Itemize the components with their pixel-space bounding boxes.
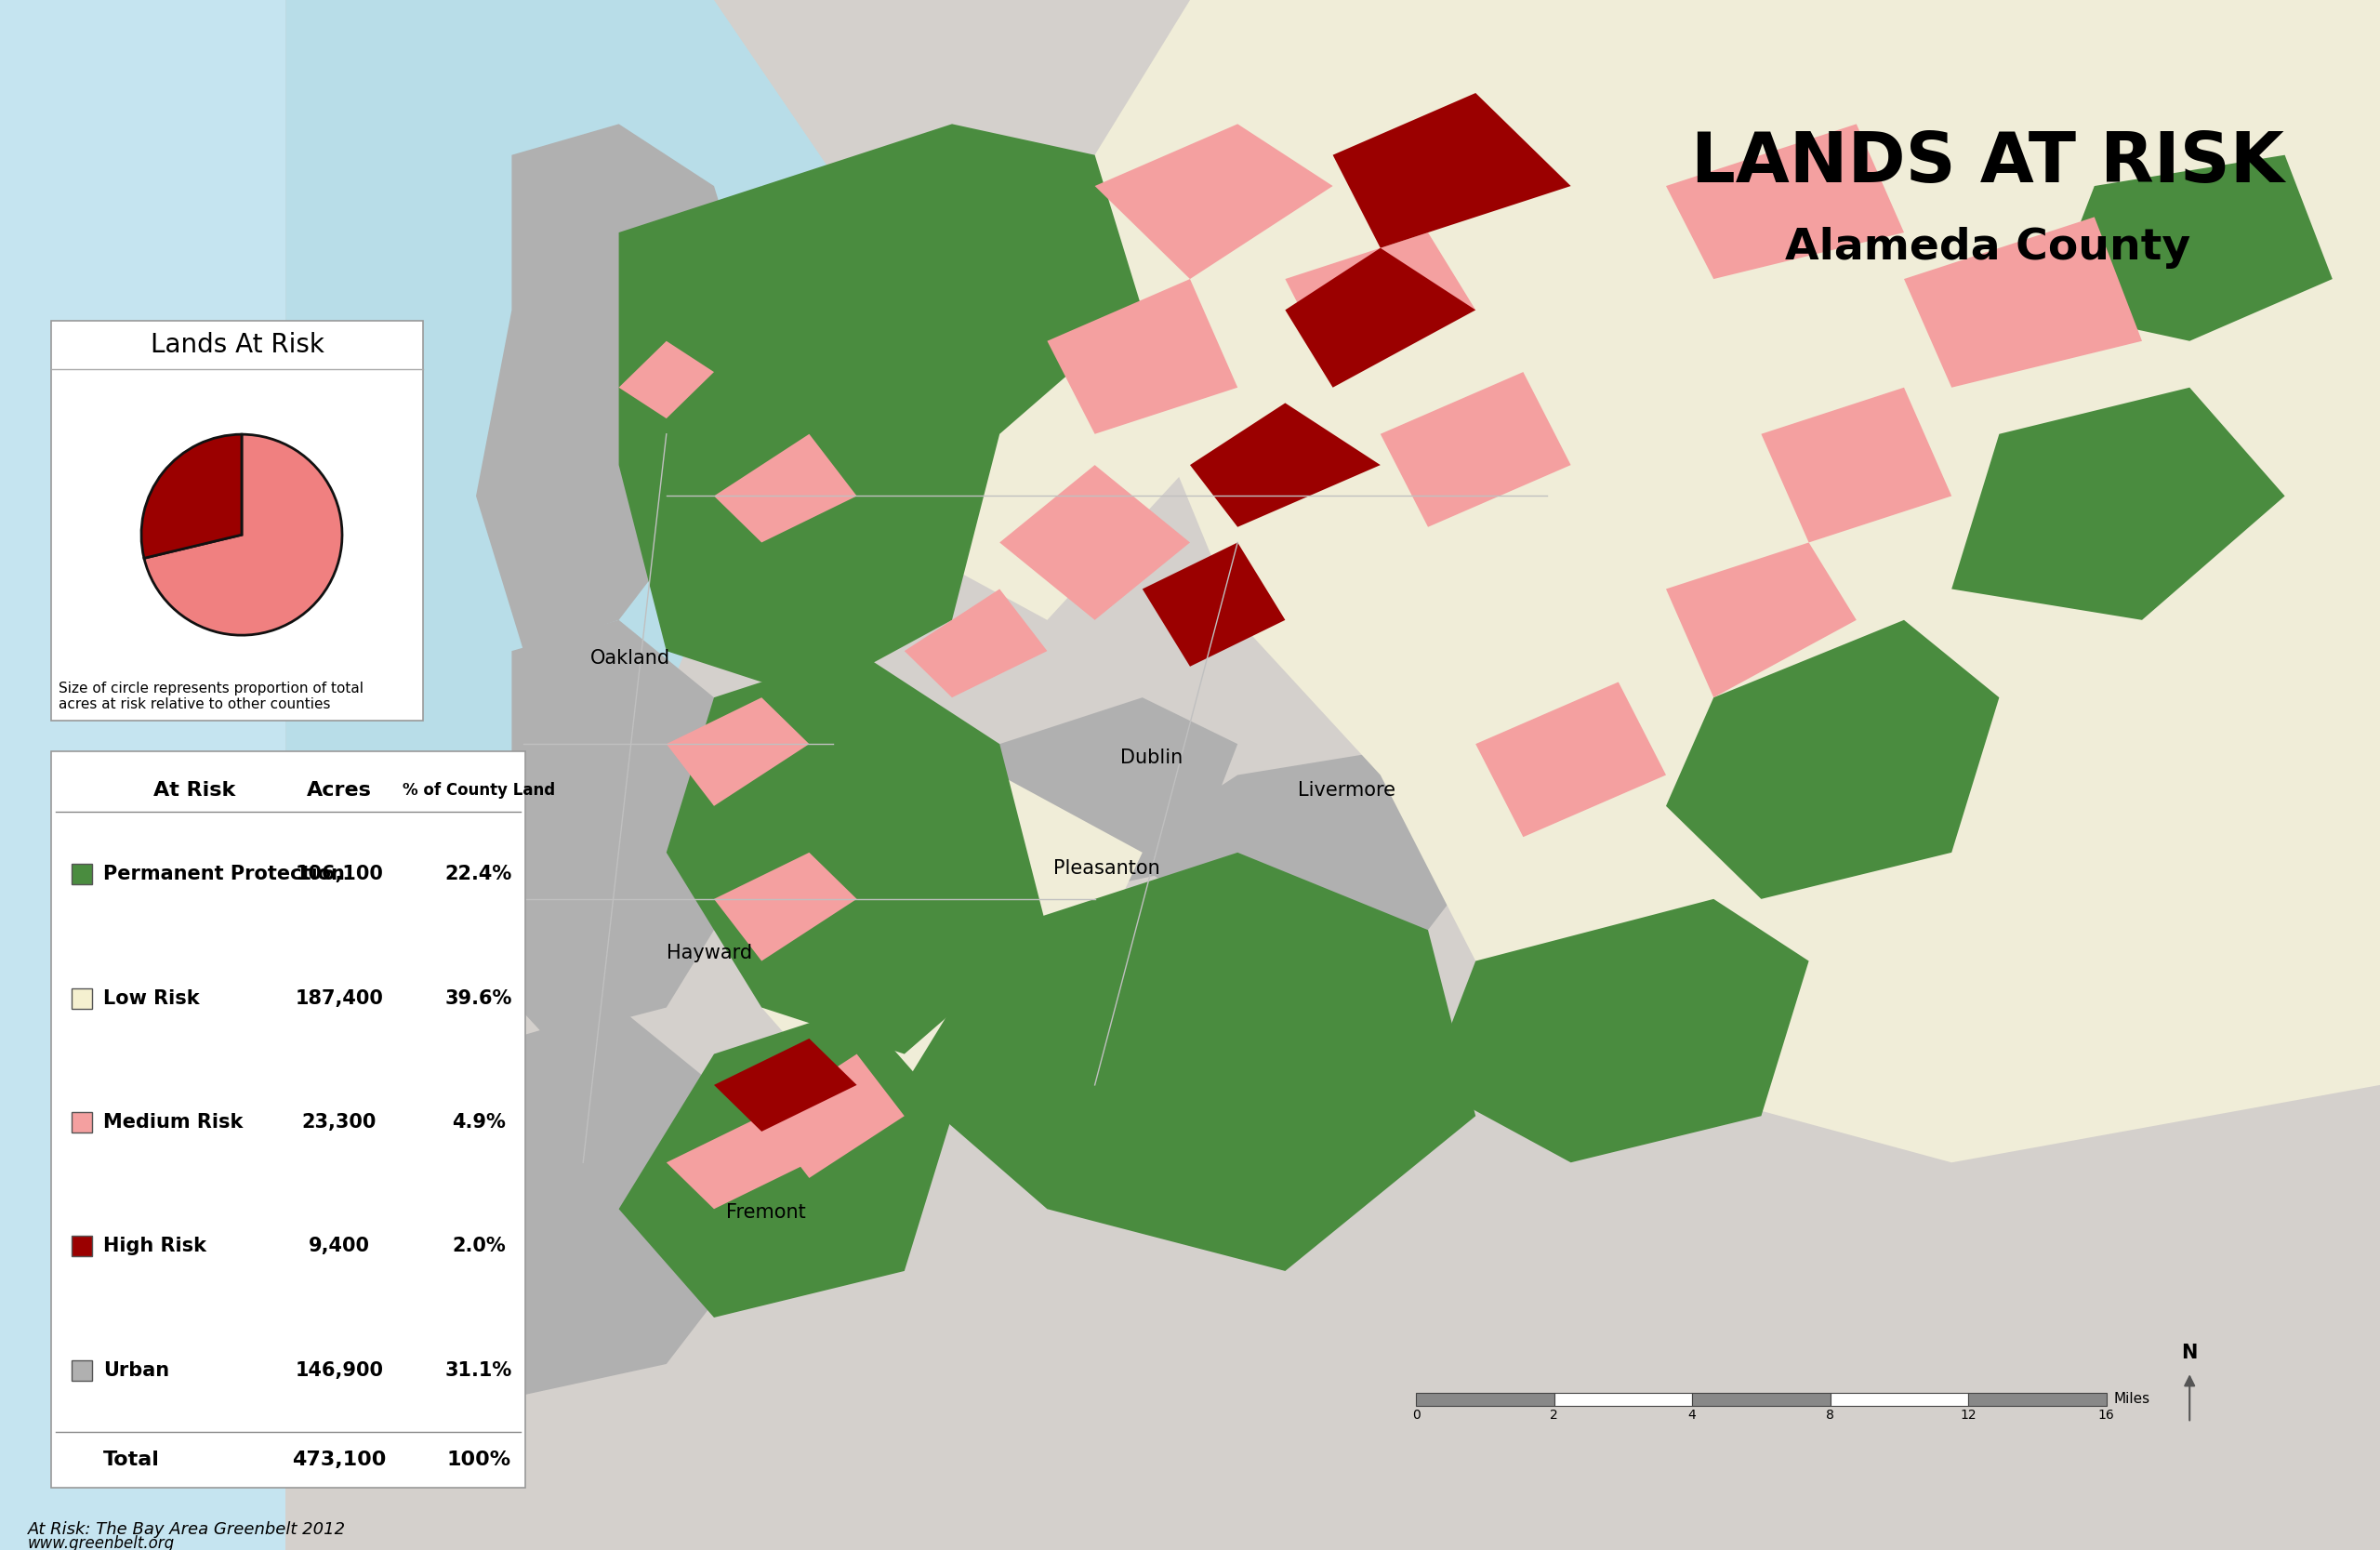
Polygon shape <box>1047 279 1238 434</box>
Polygon shape <box>452 1008 762 1395</box>
Wedge shape <box>145 434 343 636</box>
Text: High Risk: High Risk <box>102 1237 207 1256</box>
Polygon shape <box>286 0 904 1395</box>
Text: Total: Total <box>102 1451 159 1469</box>
Polygon shape <box>1666 542 1856 698</box>
Text: Permanent Protection: Permanent Protection <box>102 865 345 883</box>
Polygon shape <box>1904 217 2142 388</box>
Polygon shape <box>714 852 857 961</box>
Polygon shape <box>286 0 2380 1550</box>
Bar <box>71 863 93 885</box>
Polygon shape <box>1000 465 1190 620</box>
Polygon shape <box>714 1038 857 1132</box>
Text: Low Risk: Low Risk <box>102 989 200 1008</box>
FancyBboxPatch shape <box>50 321 424 721</box>
Text: 8: 8 <box>1825 1409 1835 1421</box>
Polygon shape <box>1428 899 1809 1162</box>
Text: 9,400: 9,400 <box>309 1237 369 1256</box>
Polygon shape <box>666 698 809 806</box>
Text: 2: 2 <box>1549 1409 1559 1421</box>
FancyBboxPatch shape <box>50 752 526 1488</box>
Polygon shape <box>1190 403 1380 527</box>
Polygon shape <box>1285 232 1476 372</box>
Polygon shape <box>1095 124 1333 279</box>
Polygon shape <box>714 434 857 542</box>
Text: 473,100: 473,100 <box>293 1451 386 1469</box>
Polygon shape <box>904 852 1476 1271</box>
Polygon shape <box>666 1116 809 1209</box>
Bar <box>71 987 93 1009</box>
Text: 2.0%: 2.0% <box>452 1237 505 1256</box>
Polygon shape <box>762 124 1142 434</box>
Polygon shape <box>1285 248 1476 388</box>
Text: 31.1%: 31.1% <box>445 1361 512 1380</box>
Text: 12: 12 <box>1961 1409 1975 1421</box>
Polygon shape <box>1142 542 1285 666</box>
Text: 106,100: 106,100 <box>295 865 383 883</box>
Polygon shape <box>476 620 762 1038</box>
Bar <box>1692 1393 1830 1406</box>
Bar <box>71 1235 93 1257</box>
Text: Urban: Urban <box>102 1361 169 1380</box>
Text: At Risk: The Bay Area Greenbelt 2012: At Risk: The Bay Area Greenbelt 2012 <box>29 1521 345 1538</box>
Polygon shape <box>619 186 1000 698</box>
Text: 23,300: 23,300 <box>302 1113 376 1131</box>
Text: 22.4%: 22.4% <box>445 865 512 883</box>
Text: Acres: Acres <box>307 781 371 800</box>
Polygon shape <box>666 651 1047 1054</box>
Polygon shape <box>1476 682 1666 837</box>
Polygon shape <box>952 698 1238 899</box>
Wedge shape <box>140 434 243 558</box>
Text: 0: 0 <box>1411 1409 1421 1421</box>
Bar <box>1554 1393 1692 1406</box>
Polygon shape <box>1095 0 2380 1162</box>
Text: Fremont: Fremont <box>726 1203 807 1221</box>
Text: 16: 16 <box>2099 1409 2113 1421</box>
Bar <box>1830 1393 1968 1406</box>
Text: 187,400: 187,400 <box>295 989 383 1008</box>
Polygon shape <box>2047 155 2332 341</box>
Text: Medium Risk: Medium Risk <box>102 1113 243 1131</box>
Polygon shape <box>1380 372 1571 527</box>
Polygon shape <box>1952 388 2285 620</box>
Polygon shape <box>619 1008 952 1317</box>
Text: N: N <box>2182 1344 2197 1362</box>
Text: Size of circle represents proportion of total
acres at risk relative to other co: Size of circle represents proportion of … <box>60 682 364 711</box>
Text: 100%: 100% <box>447 1451 512 1469</box>
Bar <box>1416 1393 1554 1406</box>
Text: 39.6%: 39.6% <box>445 989 512 1008</box>
Text: Lands At Risk: Lands At Risk <box>150 332 324 358</box>
Text: 146,900: 146,900 <box>295 1361 383 1380</box>
Text: Oakland: Oakland <box>590 649 671 668</box>
Polygon shape <box>1333 93 1571 248</box>
Text: Hayward: Hayward <box>666 944 752 963</box>
Polygon shape <box>1761 388 1952 542</box>
Bar <box>1968 1393 2106 1406</box>
Text: % of County Land: % of County Land <box>402 783 555 800</box>
Text: 4: 4 <box>1687 1409 1697 1421</box>
Text: At Risk: At Risk <box>152 781 236 800</box>
Polygon shape <box>1142 744 1523 930</box>
Polygon shape <box>1666 124 1904 279</box>
Text: www.greenbelt.org: www.greenbelt.org <box>29 1534 174 1550</box>
Text: Dublin: Dublin <box>1121 749 1183 767</box>
Text: Pleasanton: Pleasanton <box>1054 859 1159 877</box>
Polygon shape <box>762 1054 904 1178</box>
Polygon shape <box>762 775 1142 1116</box>
Text: LANDS AT RISK: LANDS AT RISK <box>1690 129 2285 197</box>
Polygon shape <box>904 589 1047 698</box>
Text: Miles: Miles <box>2113 1392 2149 1406</box>
Polygon shape <box>1666 620 1999 899</box>
Bar <box>71 1111 93 1133</box>
Polygon shape <box>619 341 714 419</box>
Text: Alameda County: Alameda County <box>1785 228 2190 268</box>
Text: 4.9%: 4.9% <box>452 1113 505 1131</box>
Bar <box>0 0 286 1550</box>
Text: Livermore: Livermore <box>1297 781 1397 800</box>
Bar <box>71 1359 93 1381</box>
Polygon shape <box>476 124 762 651</box>
Polygon shape <box>762 155 1190 620</box>
